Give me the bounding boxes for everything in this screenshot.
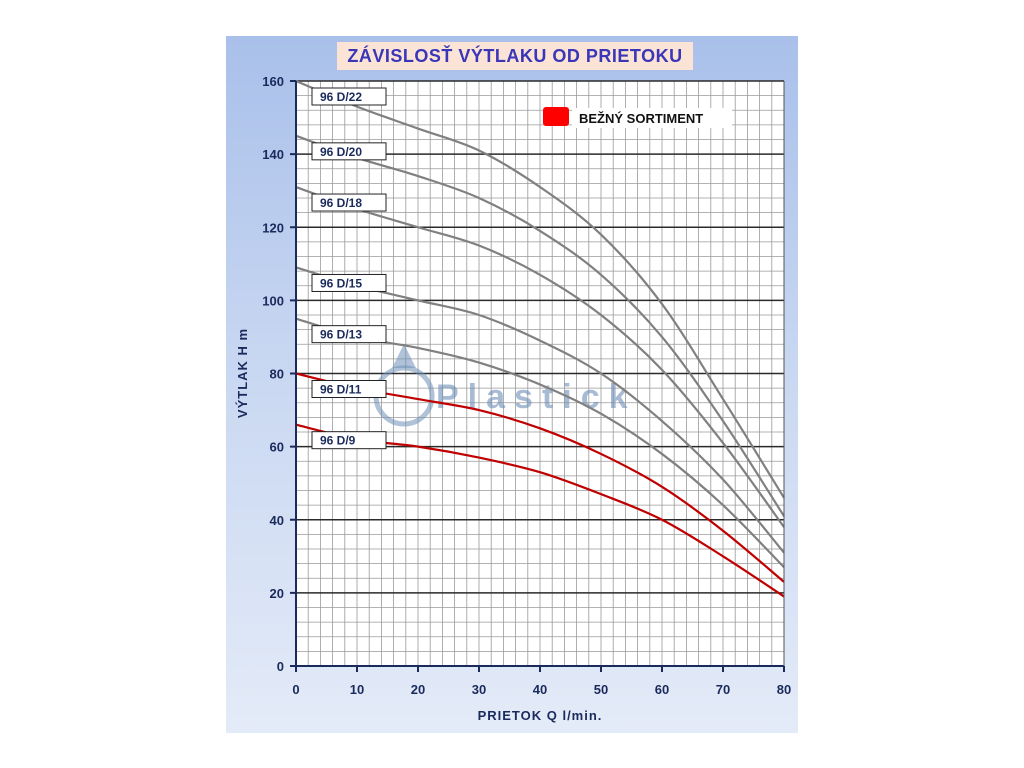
y-tick-label: 40 [270,513,284,528]
series-line-96-d-18 [295,185,785,528]
y-tick-label: 140 [262,147,284,162]
series-labels: 96 D/22 96 D/20 96 D/18 96 D/15 96 D/13 96 D/… [311,87,387,450]
series-label-box [311,142,387,161]
y-tick-label: 120 [262,220,284,235]
x-tick-label: 40 [533,682,547,697]
watermark-drop-tip-icon [392,344,416,368]
series-line-96-d-15 [295,266,785,554]
series-label-box [311,87,387,106]
series-label-box [311,193,387,212]
series-label-96-d-20: 96 D/20 [320,145,362,159]
y-tick-label: 20 [270,586,284,601]
y-axis-title: VÝTLAK H m [235,328,250,418]
series-label-box [311,325,387,344]
y-tick-label: 0 [277,659,284,674]
legend-swatch [543,107,569,126]
series-label-96-d-9: 96 D/9 [320,434,356,448]
x-tick-label: 50 [594,682,608,697]
x-tick-label: 20 [411,682,425,697]
legend-label-box [572,108,732,128]
series-label-96-d-15: 96 D/15 [320,276,362,290]
series-line-96-d-20 [295,134,785,517]
series-label-box [311,273,387,292]
x-tick-label: 30 [472,682,486,697]
y-tick-label: 160 [262,74,284,89]
y-tick-label: 60 [270,440,284,455]
series-line-96-d-22 [295,79,785,499]
legend-label: BEŽNÝ SORTIMENT [579,111,703,126]
chart-title: ZÁVISLOSŤ VÝTLAKU OD PRIETOKU [337,42,693,70]
series-label-96-d-18: 96 D/18 [320,196,362,210]
axes: 0 20 40 60 80 100 120 140 160 0 10 20 30 40 50 60 70 80 [262,74,791,697]
grid [296,80,784,666]
series-label-96-d-11: 96 D/11 [320,383,362,397]
y-tick-label: 80 [270,367,284,382]
x-axis-title: PRIETOK Q l/min. [478,708,603,723]
series-label-box [311,431,387,450]
y-tick-label: 100 [262,293,284,308]
x-tick-label: 10 [350,682,364,697]
series-label-96-d-22: 96 D/22 [320,90,362,104]
x-tick-label: 80 [777,682,791,697]
series-label-box [311,380,387,398]
x-tick-label: 70 [716,682,730,697]
series-label-96-d-13: 96 D/13 [320,328,362,342]
x-tick-label: 60 [655,682,669,697]
x-tick-label: 0 [292,682,299,697]
legend: BEŽNÝ SORTIMENT [543,107,732,128]
